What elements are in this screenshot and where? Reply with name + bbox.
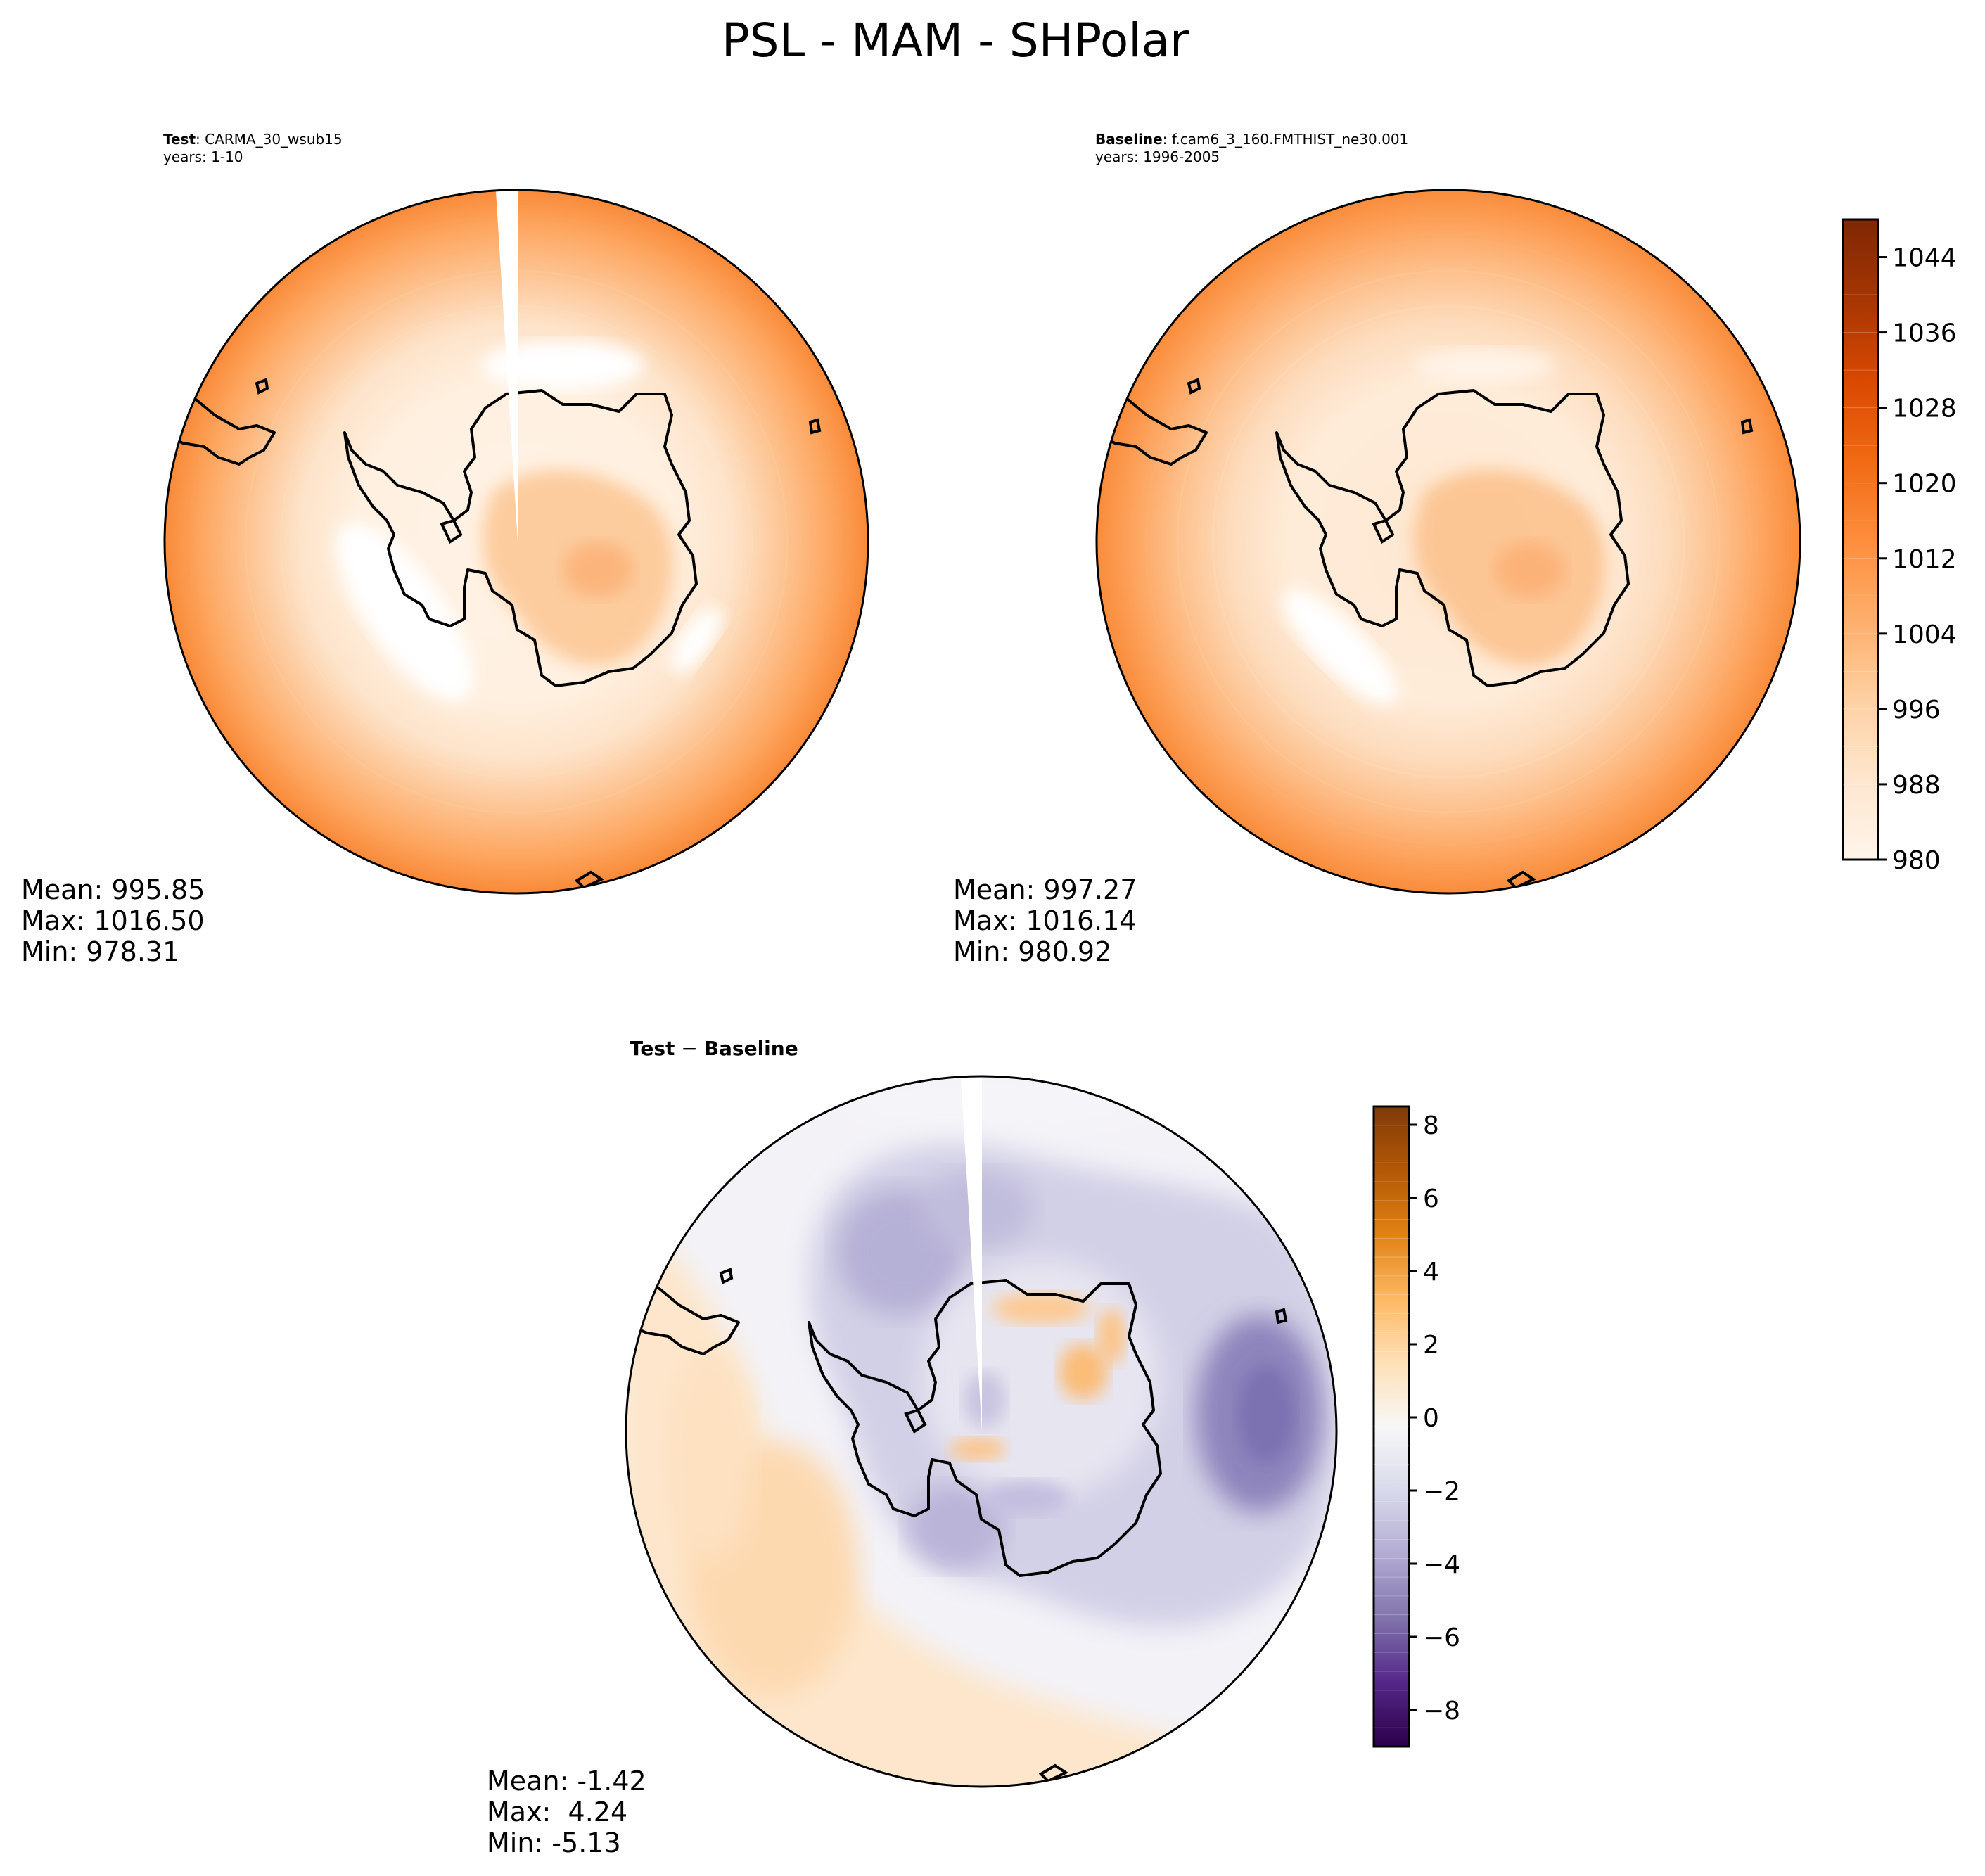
colorbar-difference-fill [1372,1105,1410,1748]
panel-test-coastline-antarctica [343,389,698,687]
panel-baseline-stat-mean: Mean: 997.27 [953,874,1137,905]
colorbar-absolute: 980 988 996 1004 1012 1020 1028 1036 1044 [1842,218,1957,875]
panel-baseline-map [1097,190,1800,893]
panel-difference-stat-mean: Mean: -1.42 [487,1766,646,1797]
colorbar-absolute-tick-label: 1036 [1892,319,1957,348]
panel-test-low-2 [336,523,473,701]
colorbar-absolute-tick-label: 1044 [1892,244,1957,273]
panel-test-low-1 [482,341,644,390]
colorbar-difference-tick-label: 8 [1423,1111,1439,1140]
panel-test-low-3 [670,607,722,673]
panel-difference-map [626,1076,1336,1787]
panel-difference-stat-min: Min: -5.13 [487,1827,621,1858]
panel-baseline-title-case: : f.cam6_3_160.FMTHIST_ne30.001 [1163,131,1409,148]
panel-difference-frame [625,1075,1338,1788]
panel-difference: Test − Baseline [487,1037,1460,1858]
colorbar-difference-tick-label: 2 [1423,1331,1439,1360]
panel-difference-max-high [1059,1344,1108,1400]
panel-test-stat-min: Min: 978.31 [21,936,179,967]
panel-baseline: Baseline: f.cam6_3_160.FMTHIST_ne30.001 … [953,131,1957,967]
colorbar-difference-tick-label: −2 [1423,1477,1460,1506]
panel-difference-missing-wedge [959,1076,982,1431]
figure-title: PSL - MAM - SHPolar [722,13,1189,68]
panel-difference-coastline-south-america [626,1286,740,1355]
panel-test-title: Test: CARMA_30_wsub15 [163,131,343,148]
colorbar-difference-ticks: −8 −6 −4 −2 0 2 4 6 8 [1374,1111,1460,1728]
colorbar-difference-tick-label: 0 [1423,1404,1439,1433]
colorbar-difference: −8 −6 −4 −2 0 2 4 6 8 [1372,1105,1460,1748]
panel-test-stat-mean: Mean: 995.85 [21,874,205,905]
colorbar-difference-tick-label: −6 [1423,1623,1460,1652]
colorbar-absolute-fill [1842,218,1879,861]
colorbar-absolute-ticks: 980 988 996 1004 1012 1020 1028 1036 1044 [1843,244,1957,875]
panel-baseline-frame [1095,189,1801,895]
panel-test-map [165,190,868,893]
panel-test-frame [163,189,869,895]
colorbar-absolute-tick-label: 1012 [1892,545,1957,574]
panel-difference-title-baseline: Baseline [704,1037,798,1060]
colorbar-difference-tick-label: −8 [1423,1697,1460,1725]
panel-baseline-years: years: 1996-2005 [1095,148,1220,165]
panel-difference-title-test: Test [630,1037,675,1060]
panel-baseline-title: Baseline: f.cam6_3_160.FMTHIST_ne30.001 [1095,131,1408,148]
colorbar-difference-tick-label: 6 [1423,1185,1439,1213]
panel-test-years: years: 1-10 [163,148,243,165]
panel-difference-title: Test − Baseline [630,1037,798,1060]
panel-baseline-coastline-south-america [1097,396,1208,466]
panel-test-title-label: Test [163,131,196,148]
colorbar-absolute-tick-label: 1028 [1892,395,1957,423]
panel-test: Test: CARMA_30_wsub15 years: 1-10 [21,131,869,967]
colorbar-absolute-tick-label: 996 [1892,696,1941,725]
panel-baseline-title-label: Baseline [1095,131,1163,148]
colorbar-absolute-tick-label: 988 [1892,771,1941,800]
panel-test-stat-max: Max: 1016.50 [21,905,205,936]
panel-baseline-stat-max: Max: 1016.14 [953,905,1137,936]
colorbar-difference-tick-label: 4 [1423,1258,1439,1287]
panel-test-coastline-peninsula [440,518,463,544]
colorbar-absolute-tick-label: 1004 [1892,620,1957,649]
panel-baseline-coastline-antarctica [1275,389,1630,687]
panel-baseline-stat-min: Min: 980.92 [953,936,1111,967]
panel-test-missing-wedge [494,190,518,542]
panel-baseline-low-1 [1282,589,1398,705]
panel-difference-title-op: − [675,1037,703,1060]
panel-difference-coastline-antarctica [808,1279,1162,1577]
panel-test-coastline-south-america [165,396,276,466]
panel-difference-stat-max: Max: 4.24 [487,1797,627,1827]
colorbar-absolute-tick-label: 1020 [1892,470,1957,499]
colorbar-absolute-tick-label: 980 [1892,846,1941,875]
panel-test-title-case: : CARMA_30_wsub15 [196,131,343,148]
colorbar-difference-tick-label: −4 [1423,1550,1460,1579]
